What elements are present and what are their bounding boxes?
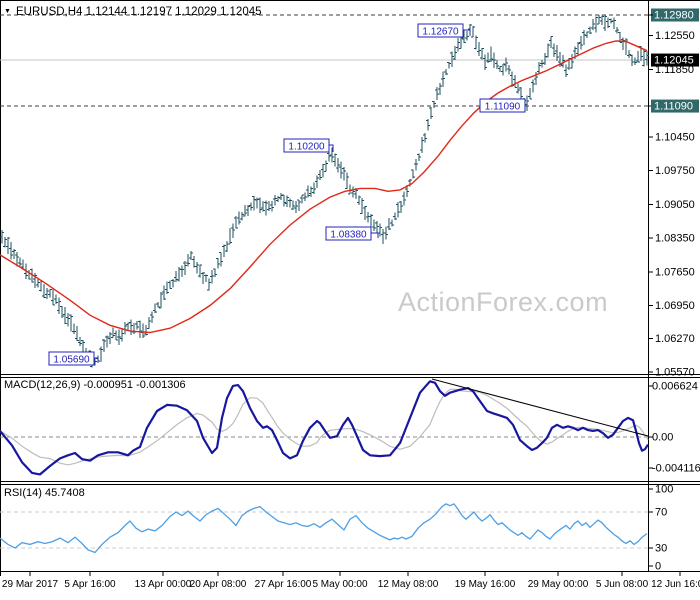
macd-axis-label: -0.004116 bbox=[652, 463, 700, 475]
price-axis-level-label-bg bbox=[651, 8, 699, 22]
watermark: ActionForex.com bbox=[398, 287, 609, 317]
price-tag-text: 1.11090 bbox=[485, 102, 521, 113]
panel-divider-rsi[interactable] bbox=[0, 481, 700, 485]
price-axis-level-label: 1.12980 bbox=[654, 10, 694, 22]
rsi-line bbox=[0, 503, 648, 554]
chart-frame bbox=[0, 0, 700, 576]
price-axis-level-label-bg bbox=[651, 99, 699, 113]
date-label: 19 May 16:00 bbox=[455, 579, 516, 590]
macd-indicator-label: MACD(12,26,9) -0.000951 -0.001306 bbox=[4, 379, 186, 391]
price-axis-tick-label: 1.09050 bbox=[655, 199, 695, 211]
price-axis-tick-label: 1.05570 bbox=[655, 367, 695, 379]
price-tag-box[interactable] bbox=[48, 351, 95, 366]
price-axis-tick-label: 1.11850 bbox=[655, 64, 694, 76]
price-tag-box[interactable] bbox=[479, 98, 526, 113]
chart-title: EURUSD,H4 1.12144 1.12197 1.12029 1.1204… bbox=[16, 6, 262, 18]
date-label: 20 Apr 08:00 bbox=[190, 579, 247, 590]
price-tag-text: 1.10200 bbox=[288, 142, 325, 153]
macd-trendline[interactable] bbox=[431, 378, 649, 437]
price-tag-text: 1.12670 bbox=[422, 27, 459, 38]
rsi-indicator-label: RSI(14) 45.7408 bbox=[4, 487, 85, 499]
date-label: 5 Apr 16:00 bbox=[64, 579, 116, 590]
current-price-label-bg bbox=[651, 53, 699, 67]
price-axis-tick-marks bbox=[648, 14, 653, 567]
price-tag-box[interactable] bbox=[417, 23, 464, 38]
price-axis-level-label: 1.11090 bbox=[654, 101, 693, 113]
price-axis-tick-label: 1.09750 bbox=[655, 165, 695, 177]
date-label: 12 Jun 16:00 bbox=[651, 579, 700, 590]
price-axis-tick-label: 1.08350 bbox=[655, 233, 695, 245]
date-label: 5 Jun 08:00 bbox=[596, 579, 649, 590]
panel-divider-macd[interactable] bbox=[0, 374, 700, 378]
price-tag-connector bbox=[463, 29, 471, 33]
macd-axis-label: 0.006624 bbox=[652, 381, 698, 393]
date-label: 29 Mar 2017 bbox=[2, 579, 59, 590]
macd-line bbox=[0, 380, 649, 476]
date-label: 12 May 08:00 bbox=[378, 579, 439, 590]
price-tag-text: 1.08380 bbox=[330, 230, 367, 241]
rsi-axis-label: 70 bbox=[655, 507, 667, 519]
moving-average-line[interactable] bbox=[0, 40, 648, 334]
price-tag-connector bbox=[94, 357, 99, 363]
price-tag-box[interactable] bbox=[325, 226, 372, 241]
price-axis-tick-label: 1.07650 bbox=[655, 266, 695, 278]
chevron-down-icon[interactable]: ▼ bbox=[4, 8, 11, 15]
bar-close-ticks bbox=[2, 15, 649, 362]
price-axis-tick-label: 1.06950 bbox=[655, 300, 695, 312]
price-axis-tick-label: 1.06270 bbox=[655, 333, 695, 345]
price-axis-tick-label: 1.10450 bbox=[655, 131, 695, 143]
date-label: 29 May 00:00 bbox=[528, 579, 589, 590]
date-label: 13 Apr 00:00 bbox=[135, 579, 192, 590]
current-price-label: 1.12045 bbox=[654, 55, 694, 67]
price-bars bbox=[1, 14, 648, 368]
date-label: 27 Apr 16:00 bbox=[255, 579, 312, 590]
price-tag-connector bbox=[371, 232, 379, 238]
price-tag-text: 1.05690 bbox=[53, 355, 90, 366]
price-axis-tick-label: 1.12550 bbox=[655, 30, 695, 42]
date-tick-marks bbox=[29, 572, 681, 576]
price-tag-connector bbox=[329, 144, 334, 152]
macd-axis-label: 0.00 bbox=[652, 432, 673, 444]
macd-signal-line bbox=[0, 388, 649, 466]
rsi-axis-label: 0 bbox=[655, 561, 661, 573]
price-tag-box[interactable] bbox=[283, 138, 330, 153]
rsi-axis-label: 30 bbox=[655, 543, 667, 555]
rsi-axis-label: 100 bbox=[655, 484, 673, 496]
date-label: 5 May 00:00 bbox=[312, 579, 367, 590]
bar-open-ticks bbox=[0, 19, 647, 367]
